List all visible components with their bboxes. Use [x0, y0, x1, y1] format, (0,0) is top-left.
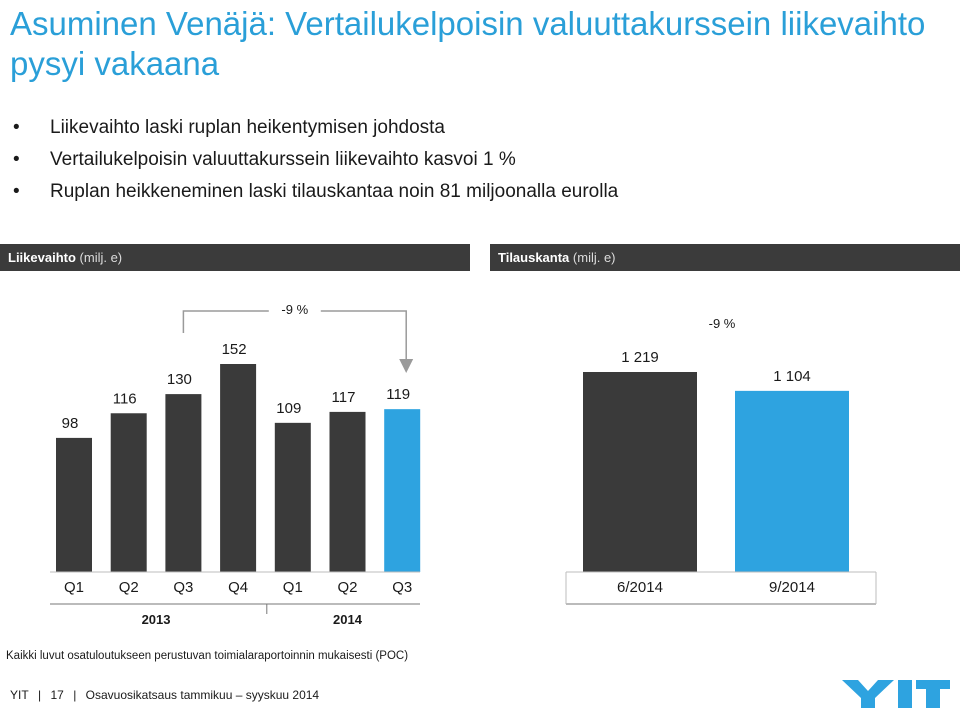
bullet-text: Vertailukelpoisin valuuttakurssein liike…: [50, 149, 516, 170]
page-title: Asuminen Venäjä: Vertailukelpoisin valuu…: [10, 5, 926, 82]
yit-logo: [842, 680, 950, 708]
revenue-category-label: Q2: [337, 579, 357, 596]
revenue-value-label: 98: [62, 415, 79, 432]
orderbook-bar: [583, 372, 697, 572]
bullet-item: • Vertailukelpoisin valuuttakurssein liik…: [10, 144, 910, 176]
footnote: Kaikki luvut osatuloutukseen perustuvan …: [6, 650, 409, 662]
revenue-category-label: Q1: [283, 579, 303, 596]
orderbook-change-label: -9 %: [709, 316, 736, 331]
bullet-text: Liikevaihto laski ruplan heikentymisen j…: [50, 117, 446, 138]
bullet-dot: •: [13, 149, 20, 170]
revenue-bar: [220, 364, 257, 572]
revenue-bar: [384, 409, 421, 572]
revenue-change-label-bg: [268, 298, 321, 320]
footer-page: 17: [50, 688, 64, 702]
orderbook-panel-title: Tilauskanta: [498, 250, 570, 265]
revenue-panel-title: Liikevaihto: [8, 250, 76, 265]
orderbook-category-label: 6/2014: [617, 579, 663, 596]
revenue-category-label: Q3: [392, 579, 412, 596]
year-label-2014: 2014: [333, 612, 363, 627]
orderbook-value-label: 1 219: [621, 349, 659, 366]
bullet-dot: •: [13, 117, 20, 138]
revenue-value-label: 152: [222, 341, 247, 358]
orderbook-value-label: 1 104: [773, 368, 811, 385]
revenue-value-label: 117: [332, 389, 356, 406]
revenue-category-label: Q4: [228, 579, 248, 596]
revenue-panel-header: Liikevaihto (milj. e): [0, 244, 470, 271]
footer: YIT | 17 | Osavuosikatsaus tammikuu – sy…: [10, 688, 325, 702]
orderbook-panel-header: Tilauskanta (milj. e): [490, 244, 960, 271]
revenue-bar: [56, 437, 92, 572]
orderbook-panel-unit: (milj. e): [569, 250, 616, 265]
footer-doc: Osavuosikatsaus tammikuu – syyskuu 2014: [85, 688, 320, 702]
footer-separator: |: [73, 688, 77, 702]
revenue-category-label: Q1: [64, 579, 84, 596]
revenue-change-label: -9 %: [281, 302, 308, 317]
revenue-panel-unit: (milj. e): [75, 250, 123, 265]
bar-charts: 98 Q1 116 Q2 130 Q3 152 Q4 109 Q1 117 Q2 119 Q3 2013 20…: [50, 298, 877, 627]
revenue-value-label: 119: [386, 386, 410, 403]
revenue-bar: [165, 394, 202, 572]
bullet-item: • Ruplan heikkeneminen laski tilauskantaa…: [10, 176, 910, 208]
revenue-bar: [274, 422, 311, 572]
bullet-item: • Liikevaihto laski ruplan heikentymisen …: [10, 112, 910, 144]
revenue-change-arrowhead: [399, 359, 414, 373]
orderbook-bar: [735, 390, 849, 572]
revenue-value-label: 130: [167, 371, 192, 388]
revenue-value-label: 109: [276, 400, 301, 417]
bullet-list: • Liikevaihto laski ruplan heikentymisen …: [10, 112, 910, 208]
revenue-bar: [110, 413, 147, 572]
revenue-bar: [329, 411, 366, 572]
bullet-dot: •: [13, 181, 20, 202]
revenue-category-label: Q3: [173, 579, 193, 596]
year-label-2013: 2013: [142, 612, 171, 627]
footer-separator: |: [38, 688, 42, 702]
revenue-category-label: Q2: [119, 579, 139, 596]
bullet-text: Ruplan heikkeneminen laski tilauskantaa …: [50, 181, 619, 202]
orderbook-category-label: 9/2014: [769, 579, 815, 596]
revenue-value-label: 116: [113, 390, 137, 407]
footer-company: YIT: [10, 688, 29, 702]
